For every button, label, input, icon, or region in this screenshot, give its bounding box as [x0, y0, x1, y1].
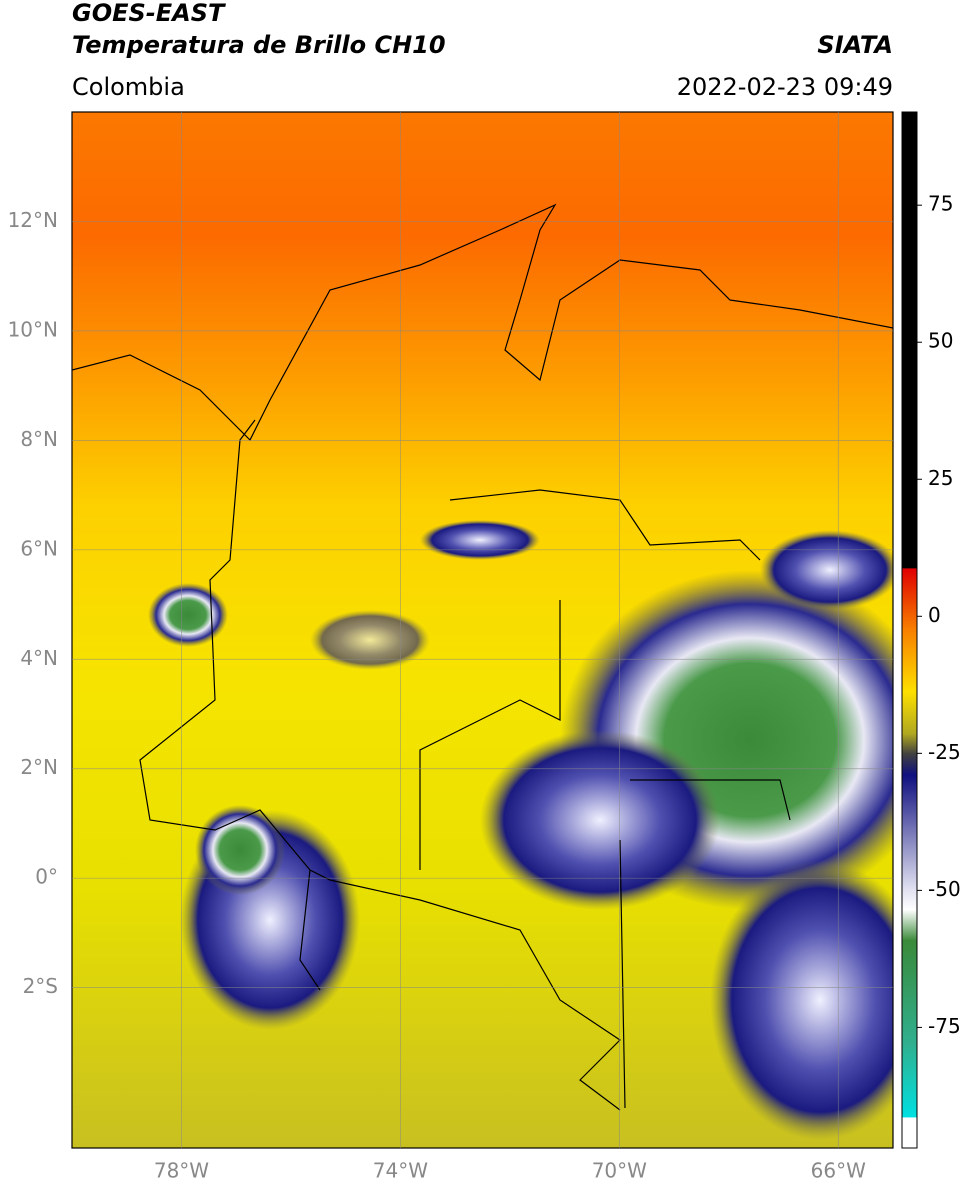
lat-tick-label: 2°S [23, 974, 58, 998]
lat-tick-label: 4°N [20, 646, 58, 670]
map-frame [71, 111, 894, 1149]
cloud [310, 610, 430, 670]
lon-tick-label: 66°W [811, 1159, 866, 1183]
lat-tick-label: 0° [35, 865, 58, 889]
colorbar-tick-label: 75 [928, 192, 953, 216]
colorbar-tick-label: 50 [928, 329, 953, 353]
datetime: 2022-02-23 09:49 [677, 73, 893, 101]
lat-tick-label: 12°N [8, 208, 58, 232]
imagery [72, 112, 893, 1148]
cloud [480, 730, 720, 910]
cloud [710, 860, 893, 1140]
lat-tick-label: 10°N [8, 317, 58, 341]
region: Colombia [72, 73, 185, 101]
colorbar-tick-label: 25 [928, 466, 953, 490]
source: SIATA [817, 31, 893, 59]
cloud [760, 530, 893, 610]
lat-tick-label: 8°N [20, 427, 58, 451]
lat-tick-label: 6°N [20, 536, 58, 560]
cloud [420, 520, 540, 560]
title: Temperatura de Brillo CH10 [72, 31, 446, 59]
borders [72, 203, 893, 1111]
colorbar-tick-label: 0 [928, 603, 941, 627]
colorbar [901, 111, 918, 1149]
lon-tick-label: 74°W [373, 1159, 428, 1183]
cloud [195, 805, 285, 895]
lon-tick-label: 70°W [592, 1159, 647, 1183]
cloud [148, 583, 228, 647]
lon-tick-label: 78°W [154, 1159, 209, 1183]
colorbar-tick-label: -25 [928, 740, 961, 764]
colorbar-tick-label: -75 [928, 1014, 961, 1038]
title: GOES-EAST [72, 0, 226, 27]
colorbar-tick-label: -50 [928, 877, 961, 901]
lat-tick-label: 2°N [20, 755, 58, 779]
